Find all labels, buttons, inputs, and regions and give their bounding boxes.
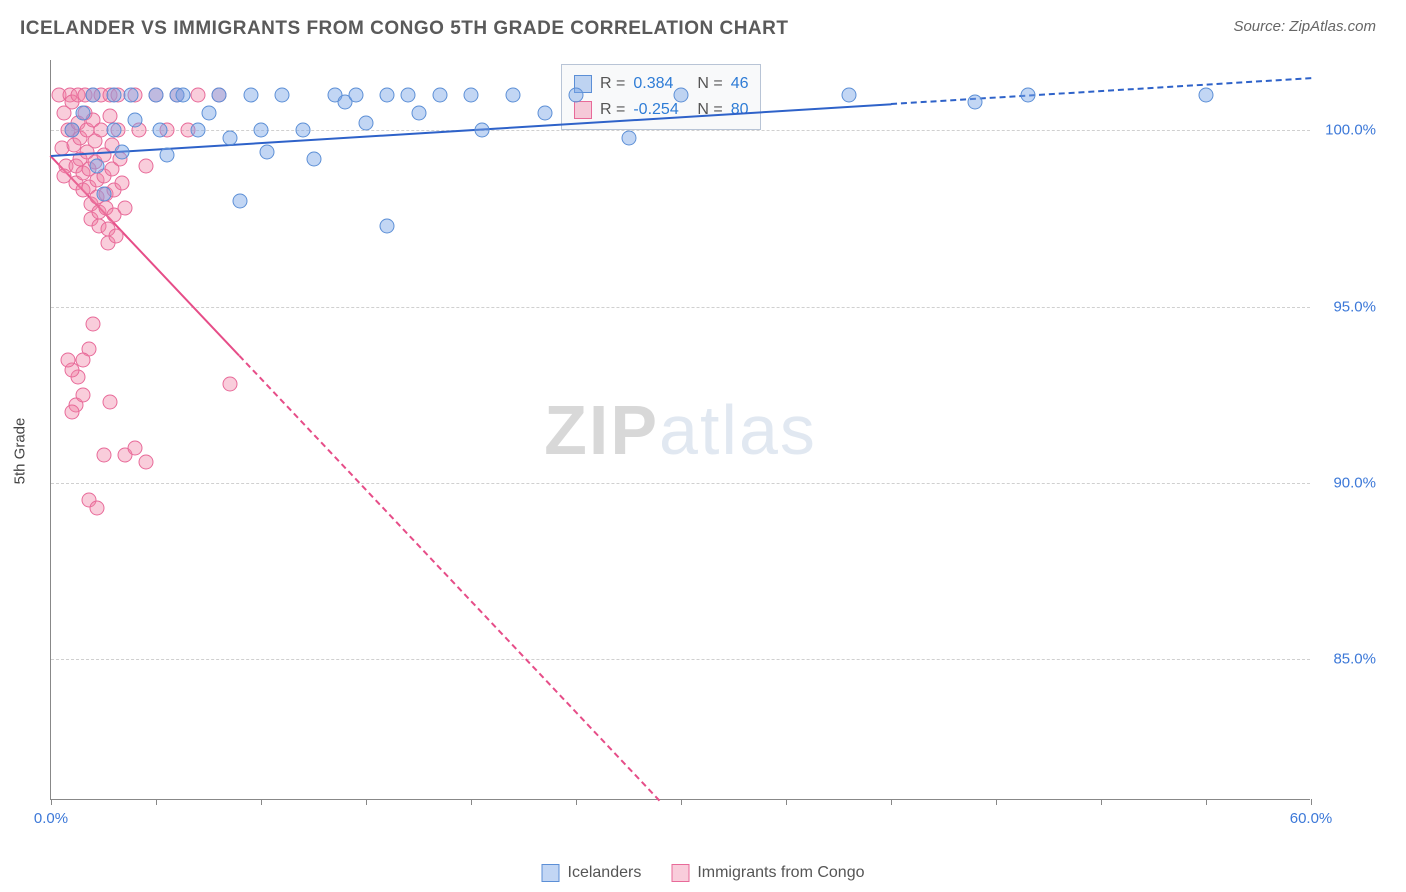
- data-point: [222, 377, 237, 392]
- legend-label-congo: Immigrants from Congo: [697, 864, 864, 882]
- data-point: [296, 123, 311, 138]
- gridline: [51, 659, 1310, 660]
- data-point: [275, 88, 290, 103]
- data-point: [90, 158, 105, 173]
- data-point: [109, 229, 124, 244]
- x-tick: [156, 799, 157, 805]
- data-point: [60, 352, 75, 367]
- data-point: [128, 440, 143, 455]
- data-point: [674, 88, 689, 103]
- data-point: [243, 88, 258, 103]
- y-tick-label: 95.0%: [1333, 298, 1376, 315]
- data-point: [65, 405, 80, 420]
- x-tick: [1206, 799, 1207, 805]
- data-point: [86, 317, 101, 332]
- data-point: [411, 105, 426, 120]
- x-tick: [786, 799, 787, 805]
- data-point: [621, 130, 636, 145]
- legend-swatch-congo: [574, 101, 592, 119]
- legend-swatch-icelanders: [542, 864, 560, 882]
- trend-line: [891, 78, 1311, 106]
- gridline: [51, 130, 1310, 131]
- x-tick: [891, 799, 892, 805]
- x-tick: [576, 799, 577, 805]
- data-point: [212, 88, 227, 103]
- data-point: [138, 454, 153, 469]
- data-point: [75, 387, 90, 402]
- data-point: [149, 88, 164, 103]
- data-point: [90, 500, 105, 515]
- data-point: [96, 186, 111, 201]
- y-tick-label: 100.0%: [1325, 122, 1376, 139]
- x-tick: [366, 799, 367, 805]
- data-point: [1199, 88, 1214, 103]
- data-point: [464, 88, 479, 103]
- data-point: [569, 88, 584, 103]
- x-tick: [996, 799, 997, 805]
- data-point: [233, 193, 248, 208]
- data-point: [75, 105, 90, 120]
- gridline: [51, 483, 1310, 484]
- x-tick-label: 0.0%: [34, 810, 68, 827]
- data-point: [117, 201, 132, 216]
- data-point: [107, 123, 122, 138]
- y-axis-label: 5th Grade: [12, 418, 29, 485]
- legend: Icelanders Immigrants from Congo: [542, 864, 865, 882]
- plot-area: ZIPatlas R = 0.384 N = 46 R = -0.254 N =…: [50, 60, 1310, 800]
- data-point: [474, 123, 489, 138]
- x-tick: [681, 799, 682, 805]
- data-point: [306, 151, 321, 166]
- x-tick: [51, 799, 52, 805]
- data-point: [128, 112, 143, 127]
- watermark: ZIPatlas: [544, 390, 817, 470]
- data-point: [65, 123, 80, 138]
- x-tick: [1311, 799, 1312, 805]
- data-point: [159, 148, 174, 163]
- data-point: [176, 88, 191, 103]
- data-point: [201, 105, 216, 120]
- data-point: [359, 116, 374, 131]
- data-point: [380, 218, 395, 233]
- source-label: Source: ZipAtlas.com: [1233, 18, 1376, 35]
- data-point: [102, 394, 117, 409]
- data-point: [86, 88, 101, 103]
- data-point: [138, 158, 153, 173]
- data-point: [115, 176, 130, 191]
- data-point: [123, 88, 138, 103]
- legend-label-icelanders: Icelanders: [568, 864, 642, 882]
- data-point: [537, 105, 552, 120]
- data-point: [254, 123, 269, 138]
- data-point: [380, 88, 395, 103]
- x-tick: [261, 799, 262, 805]
- data-point: [432, 88, 447, 103]
- data-point: [401, 88, 416, 103]
- data-point: [260, 144, 275, 159]
- y-tick-label: 90.0%: [1333, 474, 1376, 491]
- stats-box: R = 0.384 N = 46 R = -0.254 N = 80: [561, 64, 761, 130]
- x-tick: [471, 799, 472, 805]
- legend-swatch-congo: [671, 864, 689, 882]
- data-point: [153, 123, 168, 138]
- x-tick-label: 60.0%: [1290, 810, 1333, 827]
- data-point: [968, 95, 983, 110]
- chart-container: 5th Grade ZIPatlas R = 0.384 N = 46 R = …: [50, 60, 1376, 842]
- trend-line: [239, 355, 660, 801]
- data-point: [115, 144, 130, 159]
- data-point: [348, 88, 363, 103]
- chart-title: ICELANDER VS IMMIGRANTS FROM CONGO 5TH G…: [20, 18, 788, 40]
- x-tick: [1101, 799, 1102, 805]
- data-point: [96, 447, 111, 462]
- data-point: [102, 109, 117, 124]
- gridline: [51, 307, 1310, 308]
- data-point: [842, 88, 857, 103]
- data-point: [107, 88, 122, 103]
- data-point: [222, 130, 237, 145]
- y-tick-label: 85.0%: [1333, 651, 1376, 668]
- data-point: [191, 88, 206, 103]
- data-point: [506, 88, 521, 103]
- data-point: [191, 123, 206, 138]
- data-point: [1020, 88, 1035, 103]
